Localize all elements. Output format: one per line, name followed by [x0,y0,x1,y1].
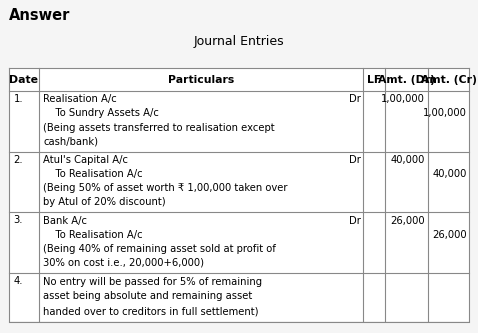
Text: Answer: Answer [9,8,70,23]
Text: 30% on cost i.e., 20,000+6,000): 30% on cost i.e., 20,000+6,000) [43,258,204,268]
Text: To Sundry Assets A/c: To Sundry Assets A/c [43,109,159,119]
Text: Amt. (Cr): Amt. (Cr) [421,75,477,85]
Text: Dr: Dr [349,94,361,104]
Text: Particulars: Particulars [168,75,234,85]
Text: 1,00,000: 1,00,000 [423,109,467,119]
Text: 26,000: 26,000 [391,215,425,225]
Text: 40,000: 40,000 [432,169,467,179]
Text: 3.: 3. [13,215,23,225]
Text: To Realisation A/c: To Realisation A/c [43,169,142,179]
Text: asset being absolute and remaining asset: asset being absolute and remaining asset [43,291,252,301]
Text: handed over to creditors in full settlement): handed over to creditors in full settlem… [43,306,259,316]
Text: LF: LF [367,75,381,85]
Text: Realisation A/c: Realisation A/c [43,94,117,104]
Text: (Being 40% of remaining asset sold at profit of: (Being 40% of remaining asset sold at pr… [43,244,276,254]
Text: (Being assets transferred to realisation except: (Being assets transferred to realisation… [43,123,275,133]
Text: 40,000: 40,000 [391,155,425,165]
Text: Bank A/c: Bank A/c [43,215,87,225]
Text: To Realisation A/c: To Realisation A/c [43,230,142,240]
Text: Dr: Dr [349,215,361,225]
Text: by Atul of 20% discount): by Atul of 20% discount) [43,197,166,207]
Text: Journal Entries: Journal Entries [194,35,284,48]
Text: No entry will be passed for 5% of remaining: No entry will be passed for 5% of remain… [43,277,262,287]
Text: 1,00,000: 1,00,000 [381,94,425,104]
Text: 26,000: 26,000 [432,230,467,240]
Text: 1.: 1. [13,94,23,104]
Text: Date: Date [10,75,38,85]
Text: Atul's Capital A/c: Atul's Capital A/c [43,155,128,165]
Text: Dr: Dr [349,155,361,165]
Text: 2.: 2. [13,155,23,165]
Text: (Being 50% of asset worth ₹ 1,00,000 taken over: (Being 50% of asset worth ₹ 1,00,000 tak… [43,183,288,193]
Text: Amt. (Dr): Amt. (Dr) [378,75,435,85]
Text: cash/bank): cash/bank) [43,137,98,147]
Text: 4.: 4. [13,276,23,286]
